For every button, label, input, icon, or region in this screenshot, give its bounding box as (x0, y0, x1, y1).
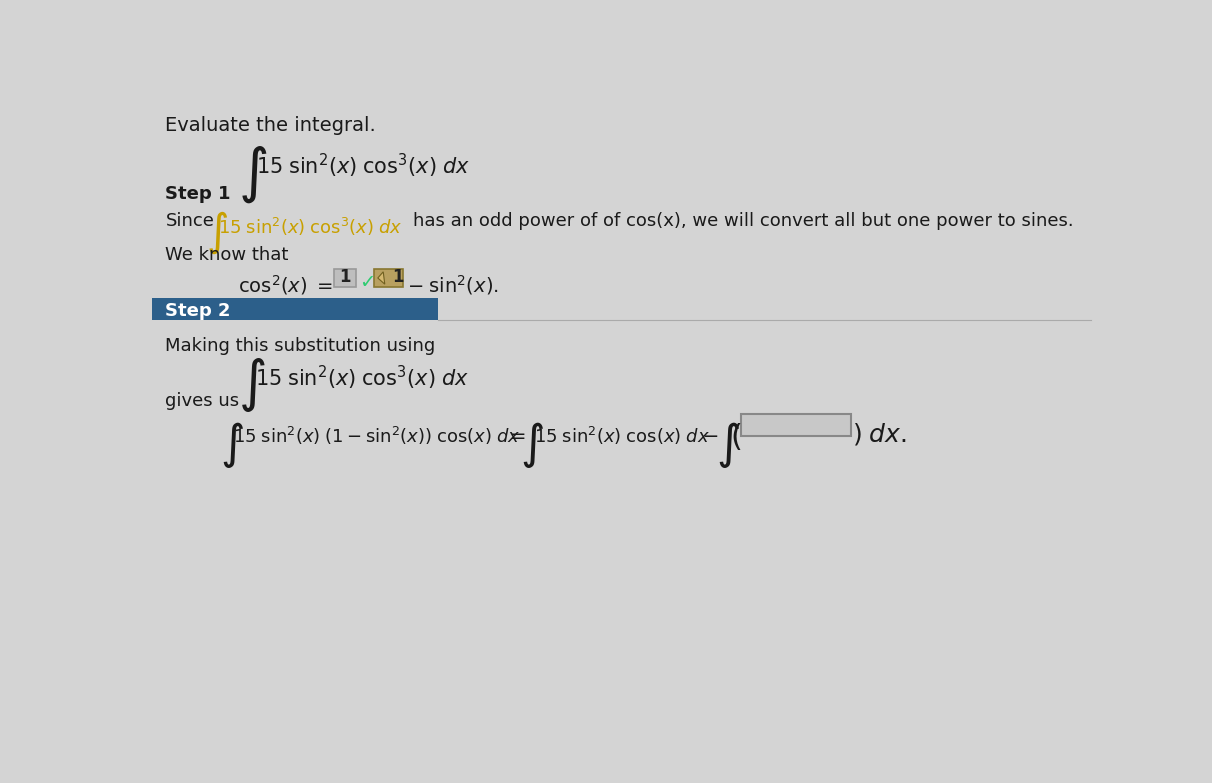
Text: $15\;\sin^2\!(x)\;(1-\sin^2\!(x))\;\cos(x)\;dx$: $15\;\sin^2\!(x)\;(1-\sin^2\!(x))\;\cos(… (233, 425, 520, 447)
Text: has an odd power of of cos(x), we will convert all but one power to sines.: has an odd power of of cos(x), we will c… (413, 211, 1074, 229)
Text: $)\;dx.$: $)\;dx.$ (852, 421, 907, 447)
Text: $15\;\sin^2\!(x)\;\cos(x)\;dx$: $15\;\sin^2\!(x)\;\cos(x)\;dx$ (533, 425, 709, 447)
Text: Making this substitution using: Making this substitution using (166, 337, 435, 355)
FancyBboxPatch shape (742, 414, 851, 436)
Text: Step 1: Step 1 (166, 185, 231, 203)
Text: gives us: gives us (166, 392, 240, 410)
Text: $-\;\sin^2\!(x).$: $-\;\sin^2\!(x).$ (407, 273, 499, 298)
Polygon shape (378, 272, 384, 284)
Text: ✓: ✓ (359, 272, 376, 291)
Text: $15\;\sin^2\!(x)\;\cos^3\!(x)\;dx$: $15\;\sin^2\!(x)\;\cos^3\!(x)\;dx$ (255, 363, 468, 392)
FancyBboxPatch shape (335, 269, 356, 287)
Text: We know that: We know that (166, 247, 288, 265)
Text: 1: 1 (393, 269, 404, 287)
Text: $-$: $-$ (702, 425, 718, 444)
Text: $15\;\sin^2\!(x)\;\cos^3\!(x)\;dx$: $15\;\sin^2\!(x)\;\cos^3\!(x)\;dx$ (218, 216, 402, 239)
Text: Evaluate the integral.: Evaluate the integral. (166, 116, 376, 135)
Text: $($: $($ (730, 421, 741, 453)
Text: $\int$: $\int$ (219, 420, 244, 470)
FancyBboxPatch shape (375, 269, 404, 287)
Text: $\cos^2\!(x)\;=$: $\cos^2\!(x)\;=$ (239, 273, 333, 298)
Text: $\int$: $\int$ (206, 210, 228, 256)
FancyBboxPatch shape (152, 298, 439, 319)
Text: Step 2: Step 2 (166, 302, 231, 320)
Text: $\int$: $\int$ (239, 144, 268, 204)
Text: 1: 1 (339, 269, 351, 287)
Text: $\int$: $\int$ (239, 355, 265, 413)
Text: Since: Since (166, 211, 215, 229)
Text: $\int$: $\int$ (520, 420, 544, 470)
Text: $\int$: $\int$ (716, 420, 739, 470)
Text: $=$: $=$ (507, 425, 527, 444)
Text: $15\;\sin^2\!(x)\;\cos^3\!(x)\;dx$: $15\;\sin^2\!(x)\;\cos^3\!(x)\;dx$ (256, 152, 470, 180)
